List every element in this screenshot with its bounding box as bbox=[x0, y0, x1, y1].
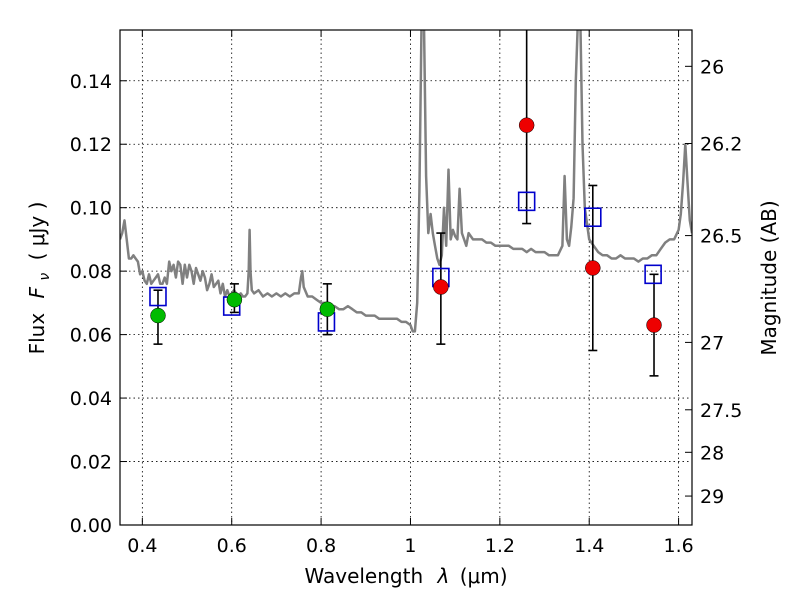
y2-tick-label: 28 bbox=[700, 442, 724, 464]
y-axis-label-text: Flux bbox=[25, 313, 49, 355]
y-axis-label-unit: ( μJy ) bbox=[25, 202, 49, 261]
model-photometry-marker bbox=[149, 286, 167, 307]
y-tick-label: 0.08 bbox=[70, 261, 112, 283]
x-tick-label: 1.4 bbox=[574, 535, 604, 557]
x-tick-label: 1 bbox=[404, 535, 416, 557]
plot-area bbox=[120, 30, 692, 333]
y-axis-label-symbol: F bbox=[25, 286, 49, 298]
y-tick-label: 0.06 bbox=[70, 325, 112, 347]
photometry-point bbox=[150, 307, 166, 324]
y-tick-label: 0.00 bbox=[70, 515, 112, 537]
ticks: 0.4 0.6 0.8 1 1.2 1.4 1.6 0.00 0.02 0.04 0.06 0.08 0… bbox=[70, 30, 742, 557]
markers bbox=[149, 117, 662, 333]
y-axis-label: Flux F ν ( μJy ) bbox=[25, 202, 54, 355]
error-bars bbox=[153, 30, 659, 377]
y-tick-label: 0.02 bbox=[70, 452, 112, 474]
photometry-point bbox=[433, 279, 449, 295]
x-axis-label-unit: (μm) bbox=[460, 564, 508, 588]
x-tick-label: 1.6 bbox=[663, 535, 693, 557]
model-photometry-marker bbox=[644, 264, 662, 285]
photometry-point bbox=[518, 117, 535, 133]
model-photometry-marker bbox=[517, 191, 536, 212]
y2-axis-label: Magnitude (AB) bbox=[757, 200, 781, 355]
y2-tick-label: 26 bbox=[700, 56, 724, 78]
x-axis-label: Wavelength λ (μm) bbox=[304, 564, 507, 588]
x-tick-label: 0.8 bbox=[306, 535, 336, 557]
y2-tick-label: 26.2 bbox=[700, 133, 742, 155]
grid bbox=[120, 30, 692, 526]
y-tick-label: 0.10 bbox=[70, 198, 112, 220]
y2-tick-label: 29 bbox=[700, 486, 724, 508]
x-tick-label: 0.4 bbox=[127, 535, 157, 557]
photometry-point bbox=[585, 260, 601, 276]
y-axis-label-subscript: ν bbox=[37, 273, 53, 281]
y-tick-label: 0.14 bbox=[70, 71, 112, 93]
plot-frame bbox=[119, 29, 693, 526]
y-tick-label: 0.12 bbox=[70, 134, 112, 156]
y2-tick-label: 27 bbox=[700, 332, 724, 354]
y2-tick-label: 26.5 bbox=[700, 226, 742, 248]
x-axis-label-symbol: λ bbox=[437, 564, 450, 588]
photometry-point bbox=[646, 317, 662, 333]
x-tick-label: 1.2 bbox=[485, 535, 515, 557]
y2-tick-label: 27.5 bbox=[700, 400, 742, 422]
photometry-point bbox=[319, 301, 336, 317]
photometry-point bbox=[226, 291, 243, 308]
model-photometry-marker bbox=[583, 207, 602, 228]
x-tick-label: 0.6 bbox=[217, 535, 247, 557]
y-tick-label: 0.04 bbox=[70, 388, 112, 410]
x-axis-label-text: Wavelength bbox=[304, 564, 423, 588]
spectrum-line bbox=[120, 30, 692, 333]
